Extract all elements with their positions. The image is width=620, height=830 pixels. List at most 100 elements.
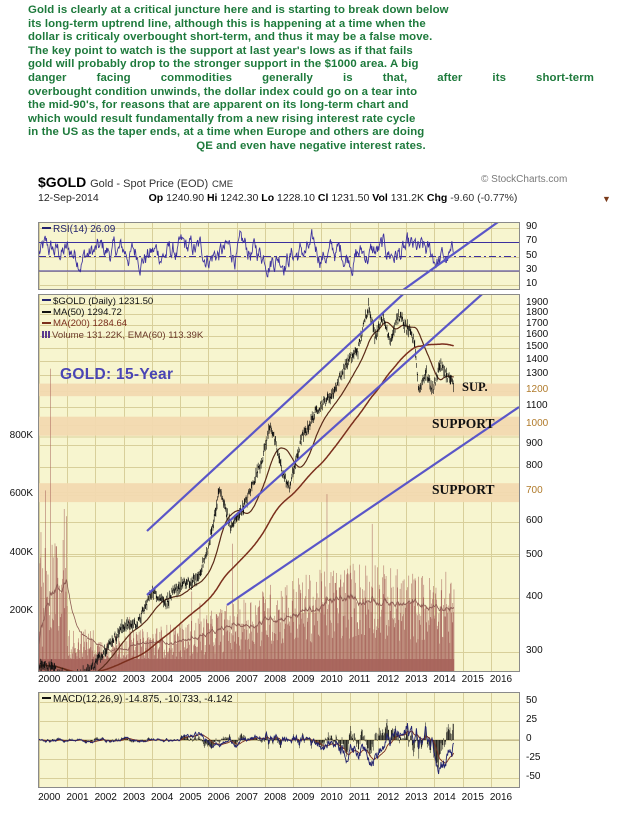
rsi-indicator-icon	[42, 224, 51, 233]
price-tick-label: 500	[526, 548, 543, 560]
year-label: 2003	[122, 674, 146, 685]
support-label: SUPPORT	[432, 415, 495, 431]
support-label: SUPPORT	[432, 482, 495, 498]
commentary-line: QE and even have negative interest rates…	[196, 139, 426, 152]
price-tick-label: 1200	[526, 383, 549, 395]
price-plot-svg	[39, 295, 519, 671]
price-tick-label: 1400	[526, 354, 549, 366]
price-tick-label: 1900	[526, 296, 549, 308]
close-value: 1231.50	[331, 192, 370, 204]
watermark-text: StockCharts.com	[491, 174, 568, 185]
ma50-swatch-icon	[42, 310, 51, 313]
macd-plot-svg	[39, 693, 519, 787]
close-label: Cl	[317, 192, 329, 204]
price-tick-label: 700	[526, 485, 543, 497]
year-label: 2011	[348, 674, 371, 685]
exchange-label: CME	[212, 179, 234, 190]
macd-tick-label: 50	[526, 695, 538, 707]
price-legend-symbol: $GOLD (Daily) 1231.50	[53, 296, 154, 307]
stockcharts-chart: $GOLD Gold - Spot Price (EOD) CME © Stoc…	[0, 170, 620, 830]
price-panel	[38, 294, 520, 672]
year-label: 2016	[489, 674, 513, 685]
price-tick-label: 1000	[526, 418, 549, 429]
macd-tick-label: -50	[526, 770, 541, 782]
gold-15-year-annotation: GOLD: 15-Year	[60, 366, 174, 383]
volume-tick-label: 200K	[9, 605, 33, 617]
price-tick-label: 800	[526, 460, 543, 472]
year-label: 2013	[405, 792, 428, 803]
ma50-legend-text: MA(50) 1294.72	[53, 307, 122, 319]
quote-date: 12-Sep-2014	[38, 192, 99, 204]
price-tick-label: 600	[526, 514, 543, 526]
macd-legend: MACD(12,26,9) -14.875, -10.733, -4.142	[42, 694, 233, 705]
volume-tick-label: 400K	[9, 546, 33, 558]
macd-swatch-icon	[42, 697, 51, 700]
year-label: 2004	[151, 674, 174, 685]
year-label: 2007	[235, 792, 258, 803]
ma200-legend-text: MA(200) 1284.64	[53, 318, 128, 330]
macd-tick-label: 0	[526, 733, 532, 744]
volume-label: Vol	[372, 192, 388, 204]
commentary-line: Gold is clearly at a critical juncture h…	[28, 4, 449, 16]
chart-title: $GOLD Gold - Spot Price (EOD) CME	[38, 174, 233, 190]
price-legend: $GOLD (Daily) 1231.50 MA(50) 1294.72 MA(…	[42, 296, 203, 341]
volume-legend-text: Volume 131.22K, EMA(60) 113.39K	[52, 329, 204, 341]
price-tick-label: 1300	[526, 368, 549, 380]
price-legend-line-3: MA(200) 1284.64	[42, 318, 203, 329]
commentary-line: dollar is criticaly overbought short-ter…	[28, 31, 433, 44]
year-label: 2010	[320, 674, 343, 685]
rsi-legend-text: RSI(14) 26.09	[53, 224, 116, 235]
volume-tick-label: 600K	[9, 488, 33, 500]
year-label: 2002	[94, 674, 117, 685]
rsi-plot-svg	[39, 223, 519, 289]
support-label: SUP.	[462, 379, 488, 394]
macd-tick-label: -25	[526, 751, 541, 763]
price-tick-label: 1100	[526, 400, 548, 411]
year-label: 2012	[376, 674, 400, 685]
year-label: 2013	[405, 674, 428, 685]
low-label: Lo	[261, 192, 275, 204]
year-label: 2006	[207, 792, 230, 803]
price-tick-label: 300	[526, 645, 543, 657]
year-label: 2008	[264, 792, 287, 803]
change-label: Chg	[426, 192, 448, 204]
commentary-line: gold will probably drop to the stronger …	[28, 58, 419, 71]
year-label: 2011	[348, 792, 371, 803]
commentary-text: Gold is clearly at a critical juncture h…	[28, 4, 594, 154]
candlestick-icon	[42, 296, 51, 305]
year-label: 2012	[376, 792, 400, 803]
open-label: Op	[148, 192, 164, 204]
year-label: 2009	[292, 792, 315, 803]
year-label: 2014	[433, 792, 456, 803]
year-label: 2000	[38, 792, 61, 803]
price-tick-label: 1500	[526, 341, 549, 353]
volume-bars-icon	[42, 330, 50, 338]
price-tick-label: 1600	[526, 329, 549, 341]
ma200-swatch-icon	[42, 321, 51, 324]
macd-tick-label: 25	[526, 714, 538, 726]
price-tick-label: 400	[526, 591, 543, 603]
macd-panel	[38, 692, 520, 788]
ticker-name: Gold - Spot Price (EOD)	[90, 178, 209, 190]
commentary-line: The key point to watch is the support at…	[28, 44, 413, 57]
year-label: 2006	[207, 674, 230, 685]
year-label: 2009	[292, 674, 315, 685]
change-value: -9.60 (-0.77%)	[450, 192, 518, 204]
price-tick-label: 1700	[526, 317, 549, 329]
price-tick-label: 900	[526, 437, 543, 449]
year-label: 2002	[94, 792, 117, 803]
year-label: 2000	[38, 674, 61, 685]
commentary-line: its long-term uptrend line, although thi…	[28, 17, 426, 30]
price-tick-label: 1800	[526, 306, 549, 318]
year-label: 2015	[461, 674, 484, 685]
commentary-line: the mid-90's, for reasons that are appar…	[28, 99, 409, 112]
year-label: 2008	[264, 674, 287, 685]
stockcharts-watermark: © StockCharts.com	[481, 174, 568, 185]
quote-row: 12-Sep-2014 Op 1240.90 Hi 1242.30 Lo 122…	[38, 192, 517, 204]
open-value: 1240.90	[166, 192, 205, 204]
year-label: 2004	[151, 792, 174, 803]
low-value: 1228.10	[277, 192, 315, 204]
year-label: 2003	[122, 792, 146, 803]
volume-value: 131.2K	[390, 192, 424, 204]
chevron-down-icon[interactable]: ▼	[602, 194, 611, 204]
